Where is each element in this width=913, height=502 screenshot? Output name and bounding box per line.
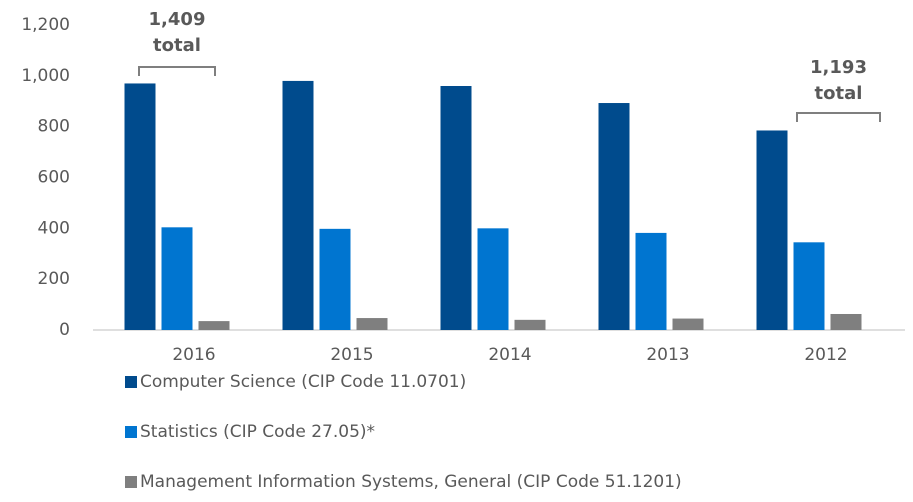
annotation: total (815, 83, 863, 104)
y-tick-label: 0 (59, 320, 70, 340)
legend-swatch (125, 426, 137, 438)
bar (514, 319, 546, 330)
x-tick-label: 2015 (330, 345, 373, 365)
annotation: 1,193 (810, 57, 867, 78)
x-tick-label: 2016 (172, 345, 215, 365)
x-tick-label: 2012 (804, 345, 847, 365)
bar (440, 86, 472, 330)
bar (161, 227, 193, 330)
bar (477, 228, 509, 330)
x-tick-label: 2013 (646, 345, 689, 365)
legend-label: Management Information Systems, General … (140, 472, 682, 492)
annotation-bracket (796, 112, 881, 122)
annotation: 1,409 (149, 9, 206, 30)
legend-label: Statistics (CIP Code 27.05)* (140, 422, 375, 442)
y-tick-label: 800 (38, 117, 70, 137)
legend-swatch (125, 476, 137, 488)
annotation-bracket (138, 66, 216, 76)
bar (124, 83, 156, 330)
y-tick-label: 1,200 (21, 15, 70, 35)
y-tick-label: 400 (38, 218, 70, 238)
bar (672, 318, 704, 330)
bar (356, 318, 388, 330)
legend-swatch (125, 376, 137, 388)
bar (830, 313, 862, 330)
bar (635, 232, 667, 330)
y-tick-label: 600 (38, 168, 70, 188)
bar (793, 242, 825, 330)
bar (282, 80, 314, 331)
bar (319, 228, 351, 330)
bar (598, 103, 630, 330)
annotation: total (153, 35, 201, 56)
bar (756, 130, 788, 330)
y-tick-label: 200 (38, 269, 70, 289)
bar (198, 321, 230, 330)
y-tick-label: 1,000 (21, 66, 70, 86)
x-tick-label: 2014 (488, 345, 531, 365)
legend-label: Computer Science (CIP Code 11.0701) (140, 372, 466, 392)
